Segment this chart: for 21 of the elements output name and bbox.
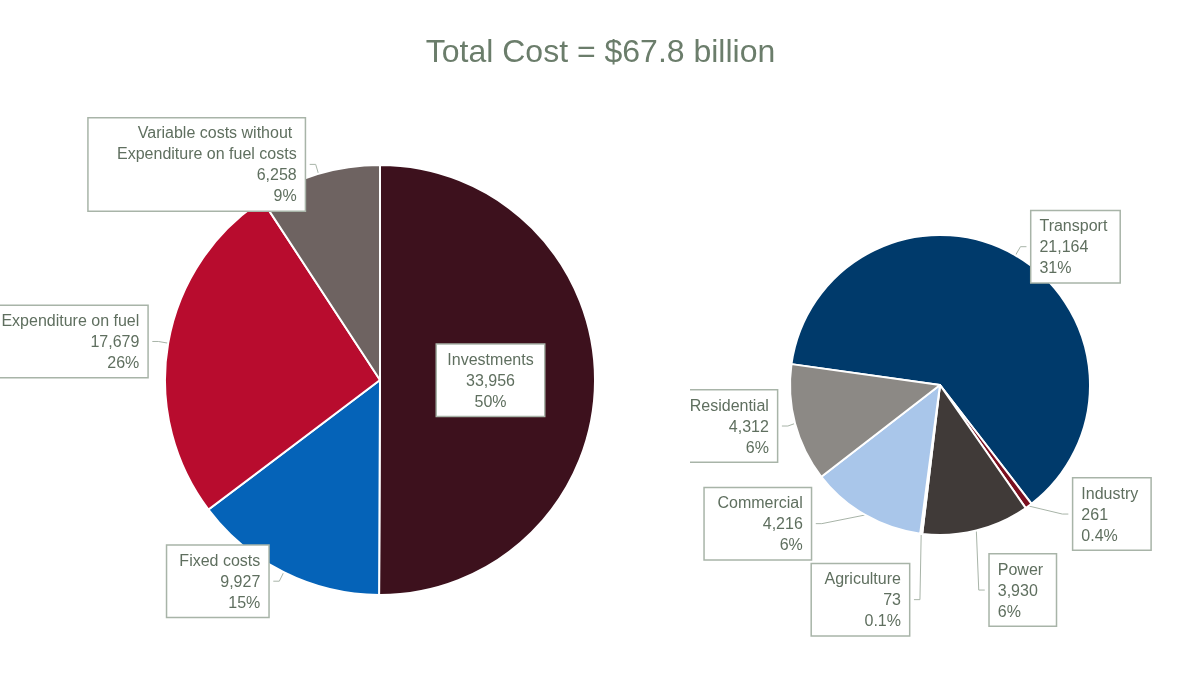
data-label: 4,216 6% <box>762 515 803 554</box>
data-label: 9,927 15% <box>220 572 261 611</box>
slice-label: Power <box>997 560 1044 578</box>
slice-label: Industry <box>1081 484 1139 502</box>
data-label: 17,679 26% <box>90 332 140 371</box>
data-label: 4,312 6% <box>728 417 769 456</box>
slice-label: Variable costs without Expenditure on fuel costs <box>117 124 297 163</box>
data-label: 33,956 50% <box>466 371 516 410</box>
data-label: 261 0.4% <box>1081 505 1118 544</box>
slice-label: Residential <box>689 396 769 414</box>
slice-label: Fixed costs <box>179 551 261 569</box>
chart-title: Total Cost = $67.8 billion <box>425 33 776 69</box>
slice-label: Transport <box>1039 217 1108 235</box>
data-label: 3,930 6% <box>997 581 1038 620</box>
slice-label: Expenditure on fuel <box>1 311 140 329</box>
slice-label: Investments <box>447 350 534 368</box>
data-label: 21,164 31% <box>1039 238 1089 277</box>
data-label: 6,258 9% <box>256 166 297 205</box>
slice-label: Commercial <box>717 494 803 512</box>
slice-label: Agriculture <box>824 570 902 588</box>
data-label: 73 0.1% <box>864 591 902 630</box>
